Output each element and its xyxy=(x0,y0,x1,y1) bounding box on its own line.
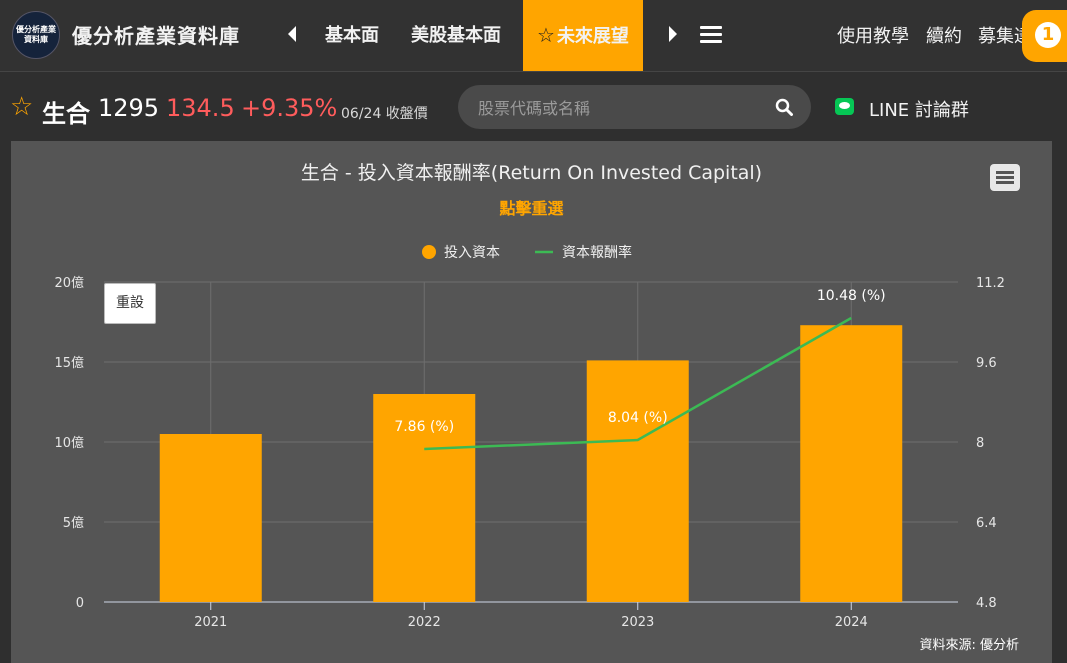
y-right-tick-label: 4.8 xyxy=(976,596,997,611)
legend-item-roic: 資本報酬率 xyxy=(562,244,632,261)
nav-item-fundamentals[interactable]: 基本面 xyxy=(325,25,379,46)
search-input[interactable] xyxy=(476,93,760,123)
chart-legend: 投入資本 資本報酬率 xyxy=(422,244,632,261)
y-right-tick-label: 11.2 xyxy=(976,276,1005,291)
brand-title[interactable]: 優分析產業資料庫 xyxy=(72,24,240,48)
stock-name: 生合 xyxy=(42,100,90,128)
line-series xyxy=(424,316,852,451)
bar-2023 xyxy=(586,360,689,602)
stock-code: 1295 xyxy=(98,94,160,122)
menu-icon[interactable] xyxy=(700,26,722,44)
x-tick-label-2022: 2022 xyxy=(408,615,441,630)
y-left-tick-label: 10億 xyxy=(54,435,84,451)
chart-subtitle[interactable]: 點擊重選 xyxy=(499,199,564,218)
bar-2021 xyxy=(159,434,262,602)
nav-prev-arrow-icon[interactable] xyxy=(288,26,296,42)
notification-badge-button[interactable]: 1 xyxy=(1022,10,1067,62)
search-icon[interactable] xyxy=(775,98,793,116)
y-right-tick-label: 9.6 xyxy=(976,356,997,371)
stock-change: +9.35% xyxy=(241,94,338,122)
data-label-2023: 8.04 (%) xyxy=(608,410,668,426)
top-navbar: 優分析產業資料庫 優分析產業資料庫 基本面 美股基本面 ☆ 未來展望 使用教學 續… xyxy=(0,0,1067,72)
roic-line xyxy=(424,316,852,451)
y-left-tick-label: 15億 xyxy=(54,355,84,371)
stock-price: 134.5 xyxy=(166,94,235,122)
y-left-tick-label: 0 xyxy=(76,596,84,611)
bar-2022 xyxy=(373,394,476,602)
logo-text: 優分析產業資料庫 xyxy=(16,25,56,44)
star-icon: ☆ xyxy=(537,23,555,47)
chart-panel: 生合 - 投入資本報酬率(Return On Invested Capital)… xyxy=(11,141,1052,663)
bar-series xyxy=(159,325,903,602)
stock-info-bar: ☆ 生合 1295 134.5 +9.35% 06/24 收盤價 LINE 討論… xyxy=(0,72,1067,140)
legend-bar-swatch xyxy=(422,245,436,259)
y-left-tick-label: 5億 xyxy=(63,515,84,531)
legend-item-capital: 投入資本 xyxy=(444,245,500,261)
x-tick-label-2023: 2023 xyxy=(621,615,654,630)
x-tick-label-2024: 2024 xyxy=(835,615,868,630)
chart-export-menu-icon[interactable] xyxy=(990,164,1020,191)
stock-date: 06/24 收盤價 xyxy=(341,106,428,122)
bar-2024 xyxy=(800,325,903,602)
line-group-link[interactable]: LINE 討論群 xyxy=(869,100,969,121)
nav-next-arrow-icon[interactable] xyxy=(669,26,677,42)
x-tick-label-2021: 2021 xyxy=(194,615,227,630)
line-icon[interactable] xyxy=(835,98,854,115)
tutorial-link[interactable]: 使用教學 xyxy=(837,26,909,47)
notification-count: 1 xyxy=(1035,22,1061,48)
nav-item-outlook[interactable]: ☆ 未來展望 xyxy=(523,0,643,71)
chart-title: 生合 - 投入資本報酬率(Return On Invested Capital) xyxy=(300,162,763,184)
data-label-2024: 10.48 (%) xyxy=(817,288,886,304)
reset-zoom-button[interactable]: 重設 xyxy=(104,283,156,324)
renew-link[interactable]: 續約 xyxy=(926,26,962,47)
y-right-tick-label: 6.4 xyxy=(976,516,997,531)
nav-item-outlook-label: 未來展望 xyxy=(556,26,629,47)
search-box xyxy=(458,85,811,129)
nav-item-us-fundamentals[interactable]: 美股基本面 xyxy=(411,25,501,46)
chart-labels: 0 5億 10億 15億 20億 4.8 6.4 8 9.6 11.2 2021 2022 2023 20… xyxy=(54,275,1005,630)
data-source: 資料來源: 優分析 xyxy=(919,638,1019,653)
data-label-2022: 7.86 (%) xyxy=(394,419,454,435)
logo[interactable]: 優分析產業資料庫 xyxy=(12,11,60,59)
y-left-tick-label: 20億 xyxy=(54,275,84,291)
chart-svg: 0 5億 10億 15億 20億 4.8 6.4 8 9.6 11.2 2021 2022 2023 20… xyxy=(54,244,1005,630)
favorite-star-icon[interactable]: ☆ xyxy=(10,92,34,122)
y-right-tick-label: 8 xyxy=(976,436,984,451)
